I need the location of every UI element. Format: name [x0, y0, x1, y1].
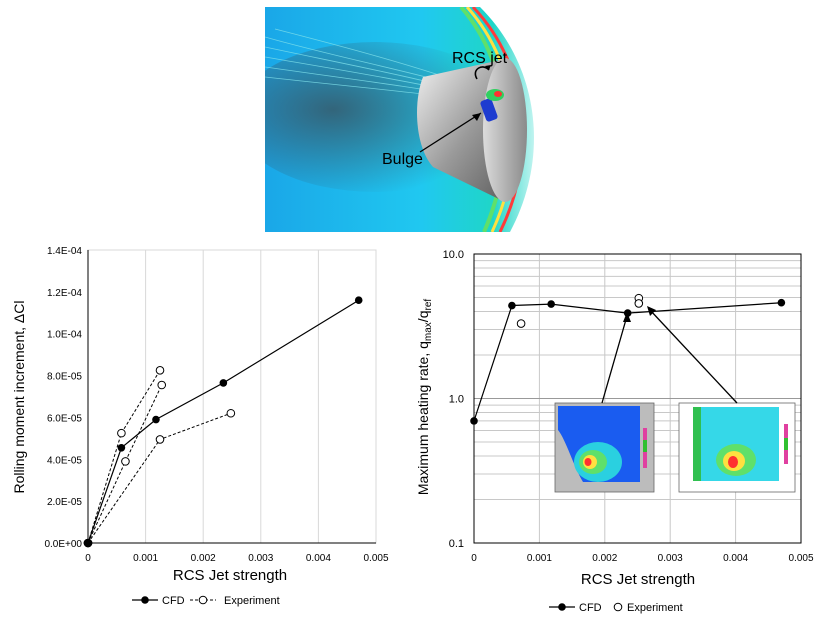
rolling-moment-chart: 0.0E+00 2.0E-05 4.0E-05 6.0E-05 8.0E-05 1.0E-… [0, 240, 405, 624]
bulge-label: Bulge [382, 151, 423, 168]
y-tick-label: 4.0E-05 [47, 455, 82, 466]
experiment-point [156, 436, 164, 444]
x-tick-label: 0.002 [191, 553, 216, 564]
rcs-jet-label: RCS jet [452, 50, 508, 67]
x-tick-label: 0.003 [658, 553, 683, 564]
y-tick-label: 1.4E-04 [47, 246, 82, 257]
cfd-point [470, 417, 478, 425]
legend-exp-swatch-marker [614, 603, 622, 611]
heating-rate-chart: 0.1 1.0 10.0 0 0.001 0.002 0.003 0.004 0.005 [408, 240, 829, 624]
y-tick-label: 8.0E-05 [47, 372, 82, 383]
cfd-point [547, 300, 555, 308]
x-tick-label: 0.002 [592, 553, 617, 564]
cfd-point [355, 296, 363, 304]
experiment-point [158, 381, 166, 389]
y-tick-label: 6.0E-05 [47, 413, 82, 424]
x-tick-label: 0.005 [363, 553, 388, 564]
inset-contour-right [679, 403, 795, 492]
x-tick-label: 0 [85, 553, 91, 564]
legend-cfd-label: CFD [162, 595, 185, 607]
x-tick-label: 0.004 [723, 553, 748, 564]
x-tick-label: 0.004 [306, 553, 331, 564]
cfd-point [84, 539, 92, 547]
experiment-point [227, 409, 235, 417]
legend-exp-swatch-marker [199, 596, 207, 604]
x-tick-label: 0.001 [527, 553, 552, 564]
rolling-moment-panel: 0.0E+00 2.0E-05 4.0E-05 6.0E-05 8.0E-05 1.0E-… [0, 240, 405, 624]
cfd-point [778, 299, 786, 307]
cfd-point [152, 416, 160, 424]
x-tick-label: 0.005 [788, 553, 813, 564]
y-tick-label: 0.0E+00 [44, 539, 82, 550]
experiment-point [635, 300, 643, 308]
legend-exp-label: Experiment [224, 595, 280, 607]
y-tick-label: 2.0E-05 [47, 497, 82, 508]
y-tick-label: 1.2E-04 [47, 288, 82, 299]
y-tick-label: 0.1 [449, 538, 464, 550]
y-axis-title: Rolling moment increment, ΔCl [11, 301, 27, 494]
rcs-jet-core [494, 91, 502, 97]
y-tick-label: 1.0 [449, 394, 464, 406]
experiment-point [118, 429, 126, 437]
heat-shield [483, 58, 527, 202]
cfd-point [118, 444, 126, 452]
legend-cfd-swatch-marker [141, 596, 149, 604]
legend-cfd-label: CFD [579, 602, 602, 614]
experiment-point [122, 458, 130, 466]
heating-rate-panel: 0.1 1.0 10.0 0 0.001 0.002 0.003 0.004 0.005 [408, 240, 829, 624]
cfd-flow-visualization: RCS jet Bulge [265, 7, 550, 232]
experiment-point [517, 320, 525, 328]
y-tick-label: 10.0 [443, 249, 464, 261]
cfd-point [508, 302, 516, 310]
x-axis-title: RCS Jet strength [173, 567, 287, 584]
y-tick-label: 1.0E-04 [47, 330, 82, 341]
experiment-point [156, 367, 164, 375]
x-axis-title: RCS Jet strength [581, 571, 695, 588]
x-tick-label: 0.001 [133, 553, 158, 564]
legend-cfd-swatch-marker [558, 603, 566, 611]
cfd-point [220, 379, 228, 387]
legend-exp-label: Experiment [627, 602, 683, 614]
x-tick-label: 0 [471, 553, 477, 564]
inset-contour-left [555, 403, 654, 492]
x-tick-label: 0.003 [248, 553, 273, 564]
